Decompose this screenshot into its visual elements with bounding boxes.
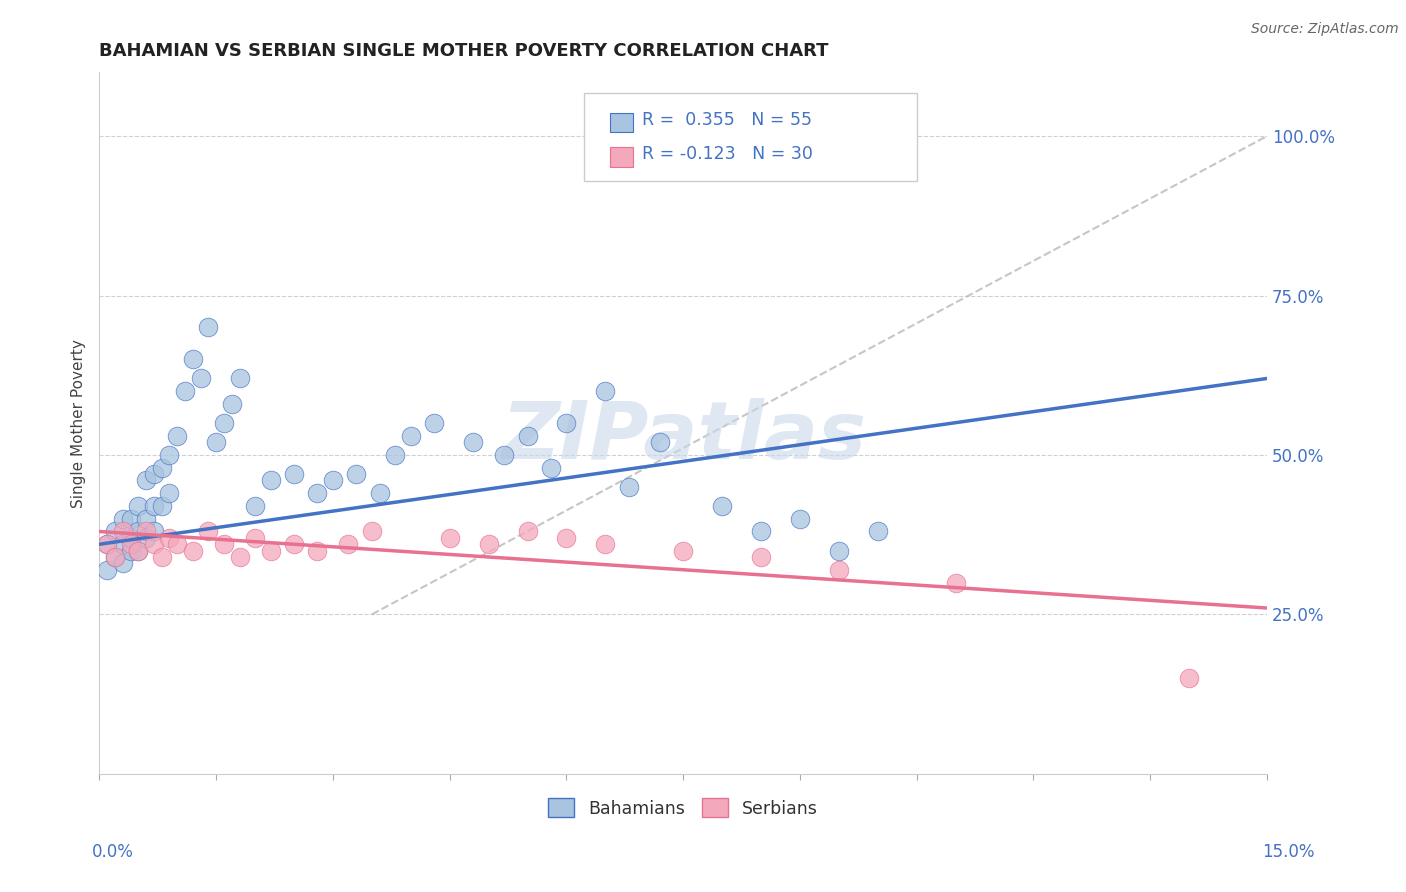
Point — [749, 524, 772, 539]
Point — [228, 549, 250, 564]
Point — [617, 480, 640, 494]
Point — [120, 537, 142, 551]
Point — [423, 416, 446, 430]
Text: R =  0.355   N = 55: R = 0.355 N = 55 — [643, 112, 813, 129]
Point — [283, 467, 305, 482]
Point — [595, 537, 617, 551]
Point — [461, 435, 484, 450]
Point — [243, 499, 266, 513]
Point — [205, 435, 228, 450]
Point — [212, 537, 235, 551]
Point — [104, 549, 127, 564]
Point — [127, 543, 149, 558]
Point — [260, 543, 283, 558]
Point — [828, 543, 851, 558]
Point — [337, 537, 360, 551]
Point — [711, 499, 734, 513]
Point — [135, 524, 157, 539]
Point — [150, 549, 173, 564]
Point — [111, 557, 134, 571]
Point — [368, 486, 391, 500]
Point — [307, 486, 329, 500]
Point — [866, 524, 889, 539]
Point — [111, 524, 134, 539]
Bar — [610, 147, 633, 167]
Point — [360, 524, 382, 539]
Point — [322, 474, 344, 488]
Point — [478, 537, 501, 551]
Point — [595, 384, 617, 399]
Point — [945, 575, 967, 590]
Point — [96, 563, 118, 577]
Point — [120, 512, 142, 526]
Point — [142, 467, 165, 482]
Point — [104, 524, 127, 539]
Point — [150, 499, 173, 513]
Point — [135, 512, 157, 526]
Point — [540, 460, 562, 475]
Point — [166, 429, 188, 443]
Legend: Bahamians, Serbians: Bahamians, Serbians — [541, 791, 825, 825]
Point — [142, 499, 165, 513]
Text: Source: ZipAtlas.com: Source: ZipAtlas.com — [1251, 22, 1399, 37]
Point — [197, 320, 219, 334]
Point — [344, 467, 367, 482]
Point — [307, 543, 329, 558]
Point — [96, 537, 118, 551]
Point — [439, 531, 461, 545]
Point — [494, 448, 516, 462]
Point — [197, 524, 219, 539]
Point — [228, 371, 250, 385]
Point — [555, 531, 578, 545]
Point — [212, 416, 235, 430]
Point — [1178, 671, 1201, 685]
Y-axis label: Single Mother Poverty: Single Mother Poverty — [72, 339, 86, 508]
Point — [104, 549, 127, 564]
Point — [672, 543, 695, 558]
Point — [789, 512, 811, 526]
Point — [555, 416, 578, 430]
Point — [174, 384, 197, 399]
FancyBboxPatch shape — [583, 94, 917, 181]
Point — [111, 537, 134, 551]
Point — [135, 474, 157, 488]
Point — [399, 429, 422, 443]
Point — [190, 371, 212, 385]
Point — [142, 537, 165, 551]
Point — [150, 460, 173, 475]
Point — [159, 448, 181, 462]
Point — [142, 524, 165, 539]
Point — [127, 524, 149, 539]
Point — [166, 537, 188, 551]
Point — [120, 531, 142, 545]
Point — [120, 543, 142, 558]
Point — [384, 448, 406, 462]
Point — [221, 397, 243, 411]
Text: BAHAMIAN VS SERBIAN SINGLE MOTHER POVERTY CORRELATION CHART: BAHAMIAN VS SERBIAN SINGLE MOTHER POVERT… — [100, 42, 830, 60]
Point — [516, 429, 538, 443]
Point — [828, 563, 851, 577]
Text: R = -0.123   N = 30: R = -0.123 N = 30 — [643, 145, 813, 163]
Point — [181, 352, 204, 367]
Text: 0.0%: 0.0% — [91, 843, 134, 861]
Point — [159, 486, 181, 500]
Point — [111, 512, 134, 526]
Point — [749, 549, 772, 564]
Point — [648, 435, 671, 450]
Point — [96, 537, 118, 551]
Text: ZIPatlas: ZIPatlas — [501, 398, 866, 476]
Point — [127, 499, 149, 513]
Point — [181, 543, 204, 558]
Point — [260, 474, 283, 488]
Point — [243, 531, 266, 545]
Point — [127, 543, 149, 558]
Text: 15.0%: 15.0% — [1263, 843, 1315, 861]
Point — [159, 531, 181, 545]
Point — [283, 537, 305, 551]
Point — [135, 531, 157, 545]
Point — [516, 524, 538, 539]
Bar — [610, 112, 633, 132]
